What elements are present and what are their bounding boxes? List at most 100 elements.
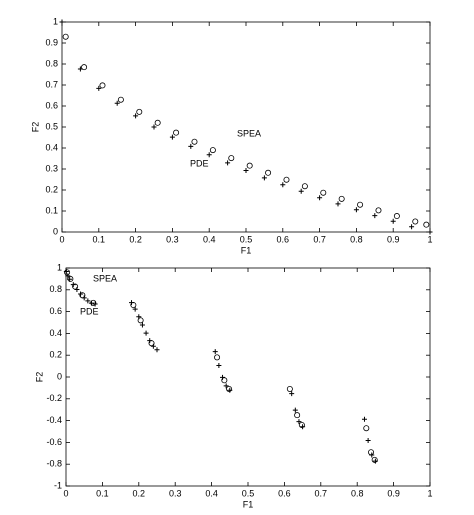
y-tick-label: 0.8 [45,58,58,68]
point [129,300,135,306]
point [296,419,302,425]
y-tick-label: 0.6 [45,100,58,110]
point [390,218,396,224]
point [371,456,378,463]
point [188,143,194,149]
point [154,119,161,126]
y-tick-label: 0 [57,371,62,381]
y-tick-label: 0.1 [45,205,58,215]
point [261,175,267,181]
x-tick-label: 0.3 [166,234,179,244]
point [243,167,249,173]
x-tick-label: 0.6 [277,234,290,244]
x-tick-label: 0.8 [350,234,363,244]
point [365,437,371,443]
point [114,100,120,106]
y-axis-label: F2 [34,372,44,383]
point [353,207,359,213]
point [412,218,419,225]
y-tick-label: 0.8 [49,284,62,294]
y-tick-label: 0 [53,226,58,236]
point [216,363,222,369]
point [99,82,106,89]
point [320,189,327,196]
x-tick-label: 1 [427,488,432,498]
point [212,349,218,355]
point [191,138,198,145]
point [139,322,145,328]
point [227,387,233,393]
point [317,195,323,201]
point [77,66,83,72]
point [223,383,229,389]
y-tick-label: -0.2 [46,393,62,403]
point [361,416,367,422]
point [220,374,226,380]
point [59,19,65,25]
point [427,229,433,235]
point [357,201,364,208]
point [393,213,400,220]
point [64,269,71,276]
point [294,412,301,419]
x-tick-label: 0.9 [387,488,400,498]
x-axis-label: F1 [243,499,254,509]
point [74,286,80,292]
series-label: SPEA [237,128,261,138]
y-tick-label: 0.4 [45,142,58,152]
point [280,182,286,188]
point [173,129,180,136]
point [289,391,295,397]
point [88,300,94,306]
point [368,449,375,456]
point [65,273,71,279]
point [292,407,298,413]
point [147,338,153,344]
x-tick-label: 0.1 [96,488,109,498]
point [209,147,216,154]
x-tick-label: 0.3 [169,488,182,498]
point [137,317,144,324]
y-axis-label: F2 [30,122,40,133]
point [169,134,175,140]
plot-frame [61,21,431,233]
x-tick-label: 0.7 [315,488,328,498]
point [246,162,253,169]
point [423,221,430,228]
point [117,96,124,103]
point [85,298,91,304]
point [92,301,98,307]
point [136,108,143,115]
point [151,124,157,130]
point [338,195,345,202]
point [133,113,139,119]
point [335,201,341,207]
x-tick-label: 0.5 [240,234,253,244]
y-tick-label: 0.4 [49,328,62,338]
point [62,33,69,40]
point [81,64,88,71]
point [226,385,233,392]
point [369,452,375,458]
x-tick-label: 1 [427,234,432,244]
x-tick-label: 0 [63,488,68,498]
x-tick-label: 0.9 [387,234,400,244]
point [301,183,308,190]
point [225,160,231,166]
point [70,282,76,288]
series-label: SPEA [93,273,117,283]
y-tick-label: -0.6 [46,437,62,447]
point [206,152,212,158]
point [214,354,221,361]
point [409,224,415,230]
point [67,276,73,282]
y-tick-label: 0.9 [45,37,58,47]
point [150,343,156,349]
x-tick-label: 0.6 [278,488,291,498]
point [136,314,142,320]
x-tick-label: 0.5 [242,488,255,498]
point [81,295,87,301]
point [228,155,235,162]
point [298,188,304,194]
